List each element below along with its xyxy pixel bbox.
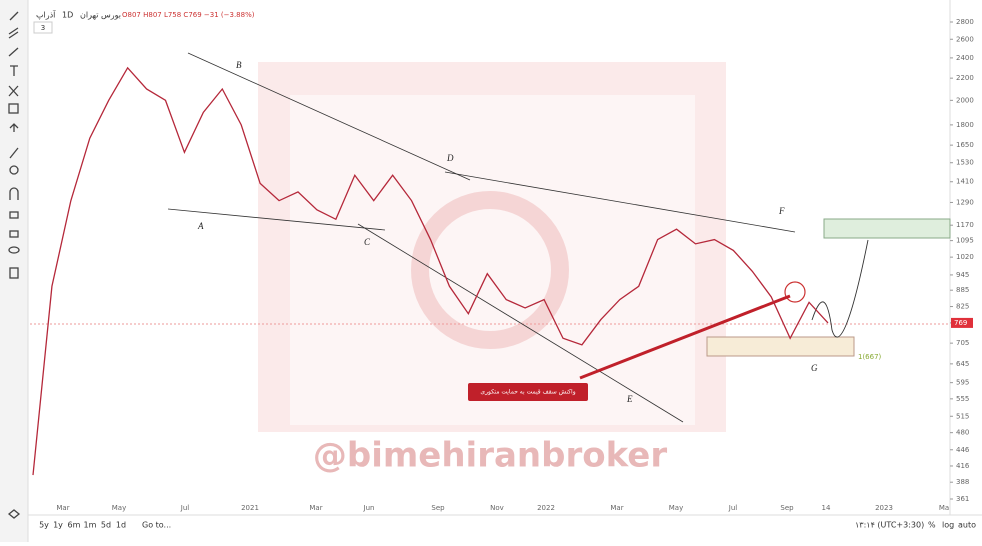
y-tick-label: 825 bbox=[956, 303, 969, 311]
ohlc: O807 H807 L758 C769 −31 (−3.88%) bbox=[122, 11, 255, 19]
range-button[interactable]: 6m bbox=[68, 521, 81, 530]
x-label: Mar bbox=[309, 504, 322, 512]
x-label: Jun bbox=[363, 504, 375, 512]
point-label: A bbox=[197, 221, 204, 231]
x-label: Ma bbox=[939, 504, 949, 512]
y-tick-label: 2800 bbox=[956, 18, 974, 26]
x-label: 2022 bbox=[537, 504, 555, 512]
y-tick-label: 1020 bbox=[956, 253, 974, 261]
indicator-toggle[interactable] bbox=[33, 21, 53, 34]
callout: واکنش سقف قیمت به حمایت متکوری bbox=[480, 389, 575, 396]
y-tick-label: 1290 bbox=[956, 198, 974, 206]
range-button[interactable]: 1y bbox=[53, 521, 63, 530]
x-label: 2023 bbox=[875, 504, 893, 512]
y-tick-label: 416 bbox=[956, 462, 970, 470]
x-label: Sep bbox=[780, 504, 794, 512]
point-label: F bbox=[778, 206, 785, 216]
y-tick-label: 885 bbox=[956, 286, 969, 294]
x-label: Sep bbox=[431, 504, 445, 512]
support-box bbox=[706, 336, 855, 357]
percent[interactable]: % bbox=[928, 521, 936, 530]
x-label: Mar bbox=[56, 504, 69, 512]
point-label: G bbox=[811, 363, 818, 373]
price-line bbox=[32, 66, 829, 476]
last-price: 769 bbox=[954, 319, 967, 327]
y-tick-label: 446 bbox=[956, 446, 970, 454]
y-tick-label: 2000 bbox=[956, 96, 974, 104]
indicator-count: 3 bbox=[41, 24, 45, 32]
range-button[interactable]: 5y bbox=[39, 521, 49, 530]
y-tick-label: 1095 bbox=[956, 237, 974, 245]
y-tick-label: 1650 bbox=[956, 141, 974, 149]
y-tick-label: 2200 bbox=[956, 74, 974, 82]
goto[interactable]: Go to... bbox=[142, 521, 171, 530]
x-label: May bbox=[112, 504, 126, 512]
y-tick-label: 595 bbox=[956, 379, 969, 387]
exchange: بورس تهران bbox=[80, 11, 121, 20]
y-tick-label: 388 bbox=[956, 478, 969, 486]
point-label: B bbox=[236, 60, 242, 70]
watermark: @bimehiranbroker bbox=[313, 436, 667, 476]
callout-box bbox=[468, 383, 588, 401]
trend-lines bbox=[167, 52, 796, 423]
y-tick-label: 480 bbox=[956, 429, 969, 437]
toolbar bbox=[0, 0, 28, 542]
y-tick-label: 515 bbox=[956, 412, 969, 420]
interval: 1D bbox=[62, 11, 73, 20]
x-label: May bbox=[669, 504, 683, 512]
tool-icons bbox=[7, 11, 21, 519]
y-tick-label: 1410 bbox=[956, 178, 974, 186]
target-box bbox=[823, 218, 951, 239]
y-tick-label: 645 bbox=[956, 360, 969, 368]
y-tick-label: 555 bbox=[956, 395, 969, 403]
x-label: 14 bbox=[822, 504, 831, 512]
support-label: 1(667) bbox=[858, 353, 882, 361]
y-tick-label: 1170 bbox=[956, 221, 974, 229]
auto[interactable]: auto bbox=[958, 521, 976, 530]
y-tick-label: 1800 bbox=[956, 121, 974, 129]
y-tick-label: 361 bbox=[956, 495, 969, 503]
point-label: D bbox=[446, 153, 454, 163]
y-tick-label: 2400 bbox=[956, 54, 974, 62]
x-label: Jul bbox=[180, 504, 190, 512]
y-tick-label: 1530 bbox=[956, 159, 974, 167]
y-tick-label: 705 bbox=[956, 339, 969, 347]
range-button[interactable]: 5d bbox=[101, 521, 111, 530]
x-label: Mar bbox=[610, 504, 623, 512]
symbol: آذراپ bbox=[36, 10, 56, 20]
x-label: 2021 bbox=[241, 504, 259, 512]
point-label: C bbox=[364, 237, 371, 247]
time: ۱۳:۱۴ (UTC+3:30) bbox=[855, 521, 924, 530]
point-label: E bbox=[626, 394, 633, 404]
log[interactable]: log bbox=[942, 521, 954, 530]
range-button[interactable]: 1m bbox=[84, 521, 97, 530]
y-tick-label: 2600 bbox=[956, 35, 974, 43]
x-label: Nov bbox=[490, 504, 504, 512]
last-price-tag bbox=[951, 317, 973, 328]
x-label: Jul bbox=[728, 504, 738, 512]
y-tick-label: 945 bbox=[956, 271, 969, 279]
range-button[interactable]: 1d bbox=[116, 521, 126, 530]
